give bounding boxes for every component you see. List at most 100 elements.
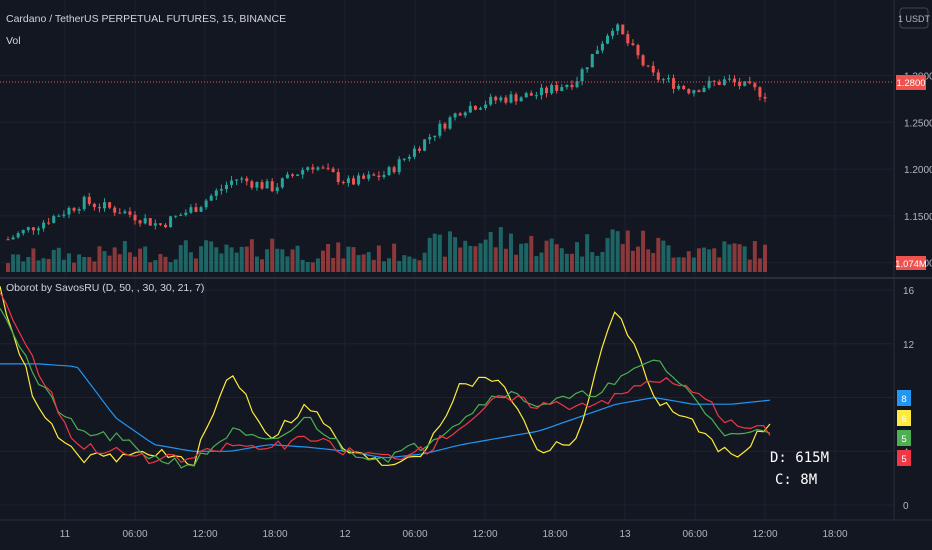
candle-body: [285, 174, 289, 179]
symbol-title[interactable]: Cardano / TetherUS PERPETUAL FUTURES, 15…: [6, 13, 286, 25]
indicator-series-line: [0, 363, 771, 459]
volume-bar: [544, 240, 549, 272]
volume-bar: [671, 257, 676, 272]
volume-bar: [381, 261, 386, 272]
volume-bar: [331, 257, 336, 272]
volume-bar: [295, 245, 300, 272]
indicator-badge: [897, 430, 911, 446]
time-tick-label: 13: [619, 529, 631, 540]
candle-body: [580, 69, 584, 82]
volume-bar: [270, 238, 275, 272]
volume-bar: [473, 246, 478, 272]
candle-body: [153, 223, 157, 226]
volume-bar: [351, 247, 356, 272]
volume-bar: [66, 253, 71, 272]
candle-body: [463, 112, 467, 116]
candle-body: [174, 215, 178, 217]
candle-body: [692, 90, 696, 94]
volume-bar: [483, 239, 488, 272]
candle-body: [468, 105, 472, 113]
volume-bar: [326, 243, 331, 272]
candle-body: [357, 175, 361, 185]
volume-bar: [133, 256, 138, 272]
volume-bar: [630, 250, 635, 272]
candle-body: [707, 80, 711, 88]
volume-bar: [356, 255, 361, 272]
volume-bar: [300, 259, 305, 272]
candle-body: [214, 190, 218, 196]
candle-body: [651, 65, 655, 73]
volume-bar: [188, 252, 193, 272]
candle-body: [138, 220, 142, 224]
volume-bar: [432, 233, 437, 272]
candle-body: [143, 218, 147, 224]
volume-bar: [427, 237, 432, 272]
candle-body: [336, 172, 340, 183]
volume-bar: [554, 244, 559, 272]
volume-bar: [651, 253, 656, 272]
time-tick-label: 06:00: [402, 529, 427, 540]
candle-body: [697, 90, 701, 92]
volume-bar: [143, 246, 148, 272]
indicator-title[interactable]: Oborot by SavosRU (D, 50, , 30, 30, 21, …: [6, 282, 204, 294]
candle-body: [478, 108, 482, 110]
volume-bar: [138, 248, 143, 272]
last-price-value: 1.2800: [896, 78, 925, 89]
candle-body: [534, 95, 538, 97]
candle-body: [362, 175, 366, 179]
price-candles[interactable]: [6, 23, 767, 241]
indicator-badge-label: 5: [901, 454, 906, 465]
volume-label[interactable]: Vol: [6, 35, 21, 47]
candle-body: [97, 207, 101, 209]
volume-bar: [387, 258, 392, 272]
volume-bar: [661, 240, 666, 272]
candle-body: [204, 200, 208, 208]
candle-body: [194, 207, 198, 212]
volume-bar: [681, 257, 686, 272]
candle-body: [433, 135, 437, 138]
volume-bar: [757, 258, 762, 272]
currency-button[interactable]: [899, 7, 929, 29]
volume-bar: [503, 248, 508, 272]
indicator-badge: [897, 390, 911, 406]
candle-body: [621, 24, 625, 35]
candle-body: [727, 78, 731, 80]
time-tick-label: 18:00: [542, 529, 567, 540]
candle-body: [758, 87, 762, 97]
candle-body: [224, 184, 228, 190]
volume-bar: [676, 257, 681, 272]
volume-bar: [686, 251, 691, 272]
candle-body: [641, 55, 645, 66]
candle-body: [377, 175, 381, 178]
candle-body: [219, 189, 223, 191]
volume-bar: [666, 245, 671, 272]
volume-bar: [524, 243, 529, 272]
candle-body: [275, 187, 279, 192]
candle-body: [738, 82, 742, 86]
candle-body: [407, 156, 411, 159]
candle-body: [539, 87, 543, 96]
candle-body: [743, 81, 747, 86]
price-tick-label: 1.2000: [904, 165, 932, 176]
candle-body: [199, 207, 203, 212]
candle-body: [230, 180, 234, 185]
candle-body: [529, 93, 533, 96]
time-tick-label: 12:00: [752, 529, 777, 540]
volume-bar: [417, 260, 422, 272]
volume-bar: [229, 247, 234, 272]
volume-bar: [437, 234, 442, 272]
indicator-lines[interactable]: [0, 286, 771, 469]
indicator-badge: [897, 450, 911, 466]
volume-bar: [173, 259, 178, 272]
indicator-badge-label: 6: [901, 414, 906, 425]
time-tick-label: 18:00: [822, 529, 847, 540]
candle-body: [72, 207, 76, 211]
volume-bar: [168, 262, 173, 272]
volume-bar: [193, 258, 198, 272]
volume-bar: [412, 258, 417, 272]
candle-body: [418, 148, 422, 151]
volume-bar: [26, 256, 31, 272]
time-axis[interactable]: 11 06:00 12:00 18:00 12 06:00 12:00 18:00 13 06:0…: [60, 529, 848, 540]
volume-bar: [717, 257, 722, 272]
